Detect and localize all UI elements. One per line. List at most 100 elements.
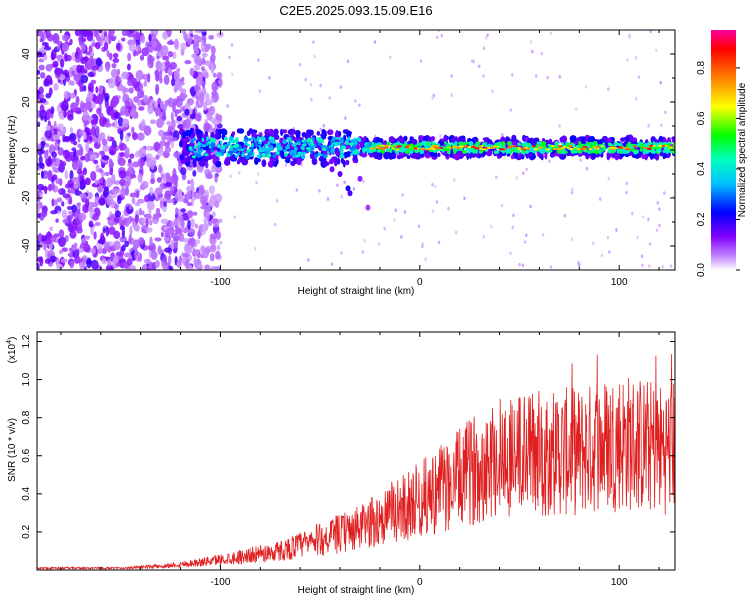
spectrogram-noise-blob bbox=[204, 264, 211, 270]
snr-ticks: -100 0 100 0.2 0.4 0.6 0.8 1.0 1.2 bbox=[21, 332, 675, 588]
spectrogram-signal-blob bbox=[387, 149, 392, 153]
spectrogram-noise-blob bbox=[322, 123, 325, 128]
spectrogram-noise-blob bbox=[95, 32, 100, 42]
spectrogram-noise-blob bbox=[163, 254, 167, 263]
spectrogram-noise-blob bbox=[67, 114, 74, 121]
spectrogram-noise-blob bbox=[112, 52, 119, 59]
spectrogram-peak bbox=[389, 145, 394, 148]
spectrogram-noise-blob bbox=[91, 247, 96, 255]
spectrogram-peak bbox=[396, 145, 402, 148]
spectrogram-signal-blob bbox=[275, 142, 280, 147]
spectrogram-noise-blob bbox=[71, 51, 77, 62]
spectrogram-signal-blob bbox=[416, 142, 420, 147]
spectrogram-signal-blob bbox=[361, 147, 367, 152]
spectrogram-noise-blob bbox=[115, 75, 120, 83]
spectrogram-noise-blob bbox=[37, 143, 42, 150]
spectrogram-signal-blob bbox=[310, 150, 314, 155]
spectrogram-noise-blob bbox=[161, 135, 168, 141]
spectrogram-noise-blob bbox=[61, 34, 69, 42]
spectrogram-signal-blob bbox=[462, 141, 467, 146]
spectrogram-signal-blob bbox=[208, 145, 212, 149]
spectrogram-noise-blob bbox=[546, 75, 549, 80]
spectrogram-noise-blob bbox=[200, 245, 206, 254]
spectrogram-noise-blob bbox=[61, 209, 68, 219]
spectrogram-peak bbox=[496, 145, 500, 148]
spectrogram-noise-blob bbox=[140, 158, 145, 167]
spectrogram-noise-blob bbox=[100, 232, 105, 241]
spectrogram-noise-blob bbox=[52, 134, 61, 141]
spectrogram-noise-blob bbox=[182, 227, 188, 234]
spectrogram-signal-blob bbox=[311, 137, 315, 142]
spectrogram-noise-blob bbox=[137, 90, 142, 99]
spectrogram-noise-blob bbox=[193, 64, 201, 71]
spectrogram-noise-blob bbox=[518, 262, 521, 267]
spectrogram-signal-blob bbox=[517, 142, 521, 146]
spectrogram-noise-blob bbox=[73, 149, 77, 158]
spectrogram-noise-blob bbox=[118, 157, 126, 167]
spectrogram-noise-blob bbox=[186, 267, 195, 270]
spectrogram-noise-blob bbox=[511, 225, 514, 230]
spectrogram-noise-blob bbox=[115, 42, 121, 51]
spectrogram-noise-blob bbox=[511, 73, 514, 77]
spectrogram-noise-blob bbox=[484, 36, 488, 40]
spectrogram-noise-blob bbox=[121, 244, 126, 252]
spectrogram-noise-blob bbox=[103, 122, 112, 128]
spectrogram-signal-blob bbox=[325, 145, 329, 150]
spectrogram-signal-blob bbox=[243, 147, 247, 151]
spectrogram-peak bbox=[431, 144, 435, 148]
spectrogram-noise-blob bbox=[155, 83, 160, 94]
spectrogram-noise-blob bbox=[94, 221, 101, 227]
spectrogram-noise-blob bbox=[548, 159, 551, 164]
spectrogram-signal-blob bbox=[474, 149, 479, 153]
spectrogram-noise-blob bbox=[214, 173, 218, 183]
spectrogram-signal-blob bbox=[267, 141, 271, 146]
spectrogram-peak bbox=[404, 146, 409, 149]
snr-scale-label: (x104) bbox=[6, 337, 18, 364]
spectrogram-noise-blob bbox=[186, 33, 191, 39]
spectrogram-signal-blob bbox=[241, 151, 245, 155]
spectrogram-signal-blob bbox=[296, 158, 302, 166]
spectrogram-noise-blob bbox=[571, 237, 574, 242]
spectrogram-signal-blob bbox=[365, 204, 371, 211]
spectrogram-noise-blob bbox=[549, 31, 553, 35]
spectrogram-noise-blob bbox=[194, 55, 202, 66]
spectrogram-signal-blob bbox=[291, 152, 296, 157]
spectrogram-noise-blob bbox=[127, 52, 132, 62]
spectrogram-noise-blob bbox=[229, 174, 232, 178]
spectrogram-noise-blob bbox=[208, 34, 215, 40]
figure-title: C2E5.2025.093.15.09.E16 bbox=[279, 3, 432, 18]
spectrogram-noise-blob bbox=[100, 31, 105, 39]
spectrogram-noise-blob bbox=[162, 173, 167, 184]
spectrogram-peak bbox=[413, 146, 417, 150]
spectrogram-noise-blob bbox=[193, 256, 198, 266]
spectrogram-noise-blob bbox=[53, 82, 59, 91]
spectrogram-noise-blob bbox=[111, 188, 120, 194]
spectrogram-noise-blob bbox=[129, 225, 133, 237]
spectrogram-signal-blob bbox=[295, 130, 301, 139]
spectrogram-noise-blob bbox=[307, 258, 310, 262]
spectrogram-peak bbox=[516, 146, 521, 150]
spectrogram-signal-blob bbox=[511, 134, 517, 142]
spectrogram-noise-blob bbox=[51, 198, 55, 207]
spectrogram-noise-blob bbox=[187, 219, 191, 230]
spectrogram-signal-blob bbox=[289, 140, 294, 143]
spectrogram-noise-blob bbox=[102, 144, 110, 152]
spectrogram-noise-blob bbox=[196, 36, 202, 43]
spectrogram-noise-blob bbox=[72, 140, 78, 146]
spectrogram-peak bbox=[523, 146, 528, 149]
spectrogram-signal-blob bbox=[577, 149, 583, 154]
spectrogram-noise-blob bbox=[192, 108, 196, 119]
spectrogram-noise-blob bbox=[76, 202, 81, 207]
spectrogram-noise-blob bbox=[60, 58, 65, 68]
spectrogram-noise-blob bbox=[203, 218, 208, 223]
spectrogram-noise-blob bbox=[200, 39, 205, 51]
snr-scale-base: (x10 bbox=[7, 343, 18, 363]
spectrogram-signal-blob bbox=[266, 146, 271, 152]
spectrogram-noise-blob bbox=[394, 208, 398, 212]
spectrogram-noise-blob bbox=[453, 178, 456, 183]
spectrogram-noise-blob bbox=[659, 80, 662, 85]
spectrogram-signal-blob bbox=[355, 144, 360, 151]
spectrogram-noise-blob bbox=[103, 41, 109, 51]
spectrogram-peak bbox=[561, 146, 565, 150]
spectrogram-signal-blob bbox=[423, 141, 427, 147]
